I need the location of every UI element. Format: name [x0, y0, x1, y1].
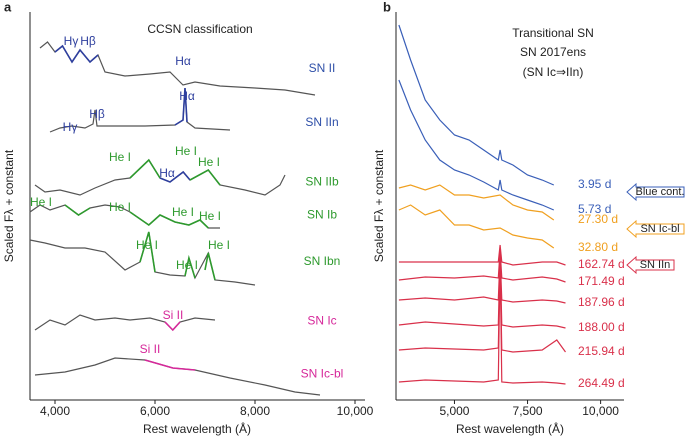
line-feature: [174, 87, 188, 126]
line-feature: [54, 44, 99, 64]
line-annotation: Hβ: [80, 34, 96, 48]
line-feature: [129, 211, 209, 229]
x-tick-label: 4,000: [40, 404, 70, 418]
series-label: 27.30 d: [578, 212, 618, 226]
spectrum: [39, 41, 316, 96]
chart-title: CCSN classification: [147, 22, 252, 36]
line-annotation: Hα: [175, 54, 191, 68]
line-feature: [64, 204, 91, 216]
callout-arrow: [626, 219, 685, 239]
x-tick-label: 10,000: [582, 404, 619, 418]
line-annotation: Hγ: [64, 34, 79, 48]
callout-label: SN Ic-bl: [640, 223, 679, 235]
spectrum: [398, 254, 566, 329]
series-label: SN IIn: [305, 115, 338, 129]
spectrum: [398, 204, 555, 249]
line-annotation: He I: [199, 209, 221, 223]
chart-title: Transitional SN: [512, 26, 594, 40]
series-label: SN Ibn: [304, 254, 341, 268]
line-annotation: Hα: [179, 89, 195, 103]
x-tick-label: 6,000: [140, 404, 170, 418]
line-annotation: He I: [172, 205, 194, 219]
x-axis-label: Rest wavelength (Å): [143, 421, 251, 436]
line-feature: [164, 321, 181, 332]
y-axis-label: Scaled Fλ + constant: [372, 149, 386, 262]
series-label: SN IIb: [305, 174, 339, 188]
series-label: 264.49 d: [578, 376, 625, 390]
line-annotation: He I: [198, 155, 220, 169]
line-annotation: Hβ: [89, 107, 105, 121]
spectrum: [398, 244, 566, 266]
panel-letter: b: [383, 0, 391, 14]
line-feature: [159, 170, 191, 183]
y-axis-label: Scaled Fλ + constant: [2, 149, 16, 262]
series-label: SN II: [309, 61, 336, 75]
series-label: 215.94 d: [578, 344, 625, 358]
line-feature: [144, 359, 196, 371]
callout-arrow: [626, 182, 685, 202]
panel-letter: a: [4, 0, 12, 14]
series-label: 5.73 d: [578, 202, 611, 216]
series-label: 171.49 d: [578, 274, 625, 288]
line-annotation: He I: [136, 238, 158, 252]
x-axis-label: Rest wavelength (Å): [456, 421, 564, 436]
callout-arrow: [626, 255, 675, 275]
spectrum: [398, 259, 566, 385]
line-annotation: He I: [176, 258, 198, 272]
line-annotation: He I: [109, 150, 131, 164]
x-tick-label: 7,500: [513, 404, 543, 418]
line-feature: [139, 231, 156, 273]
x-tick-label: 10,000: [337, 404, 374, 418]
spectrum: [398, 259, 566, 353]
line-feature: [189, 168, 221, 186]
spectrum: [398, 24, 555, 186]
series-label: 187.96 d: [578, 295, 625, 309]
spectrum: [34, 357, 321, 396]
line-annotation: Si II: [163, 308, 184, 322]
line-feature: [184, 254, 196, 279]
spectrum: [398, 249, 566, 283]
x-tick-label: 5,000: [439, 404, 469, 418]
line-annotation: He I: [109, 200, 131, 214]
x-tick-label: 8,000: [240, 404, 270, 418]
spectrum: [398, 184, 555, 221]
callout: Blue cont. SN Ic-bl SN IIn: [626, 182, 685, 275]
chart-subtitle: SN 2017ens: [520, 45, 586, 59]
line-feature: [129, 158, 161, 179]
line-annotation: Hγ: [63, 120, 78, 134]
series-label: 188.00 d: [578, 320, 625, 334]
series-label: SN Ic: [307, 314, 336, 328]
series-label: 32.80 d: [578, 240, 618, 254]
line-annotation: He I: [30, 195, 52, 209]
line-annotation: Hα: [159, 166, 175, 180]
chart-note: (SN Ic⇒IIn): [523, 65, 584, 79]
line-annotation: He I: [175, 144, 197, 158]
callout-label: SN IIn: [640, 259, 671, 271]
line-annotation: He I: [208, 238, 230, 252]
callout-label: Blue cont.: [636, 186, 685, 198]
spectrum: [34, 314, 216, 331]
series-label: 3.95 d: [578, 177, 611, 191]
series-label: SN Ib: [307, 207, 337, 221]
line-annotation: Si II: [140, 342, 161, 356]
line-feature: [204, 252, 216, 281]
series-label: 162.74 d: [578, 257, 625, 271]
series-label: SN Ic-bl: [301, 367, 344, 381]
spectrum: [398, 79, 555, 211]
